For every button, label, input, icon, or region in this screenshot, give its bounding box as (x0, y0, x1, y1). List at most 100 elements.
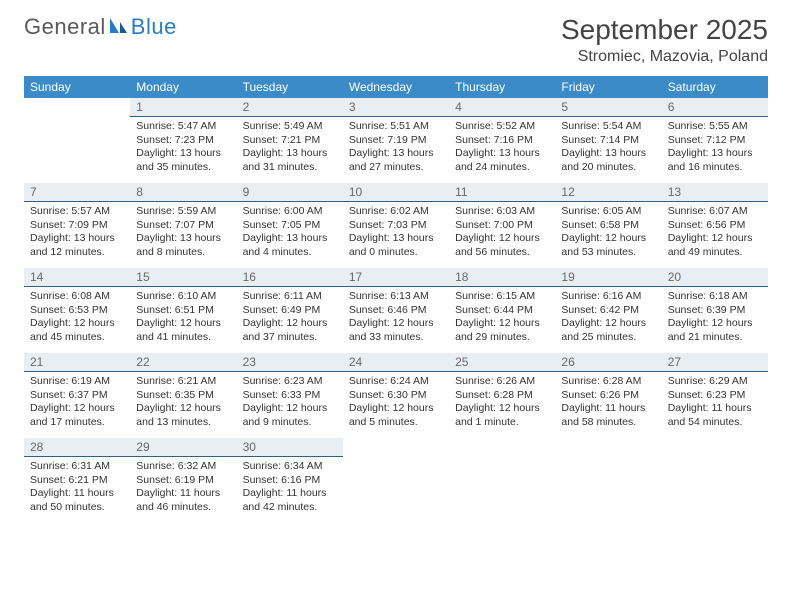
day-wrap: 16Sunrise: 6:11 AMSunset: 6:49 PMDayligh… (237, 268, 343, 353)
daylight-text: Daylight: 13 hours and 12 minutes. (30, 232, 124, 259)
sunrise-text: Sunrise: 5:59 AM (136, 205, 230, 219)
calendar-cell: 18Sunrise: 6:15 AMSunset: 6:44 PMDayligh… (449, 268, 555, 353)
calendar-cell: 30Sunrise: 6:34 AMSunset: 6:16 PMDayligh… (237, 438, 343, 523)
calendar-page: General Blue September 2025 Stromiec, Ma… (0, 0, 792, 533)
sunset-text: Sunset: 7:14 PM (561, 134, 655, 148)
sunset-text: Sunset: 7:07 PM (136, 219, 230, 233)
sunrise-text: Sunrise: 6:15 AM (455, 290, 549, 304)
daylight-text: Daylight: 12 hours and 33 minutes. (349, 317, 443, 344)
sunset-text: Sunset: 6:44 PM (455, 304, 549, 318)
sunrise-text: Sunrise: 5:54 AM (561, 120, 655, 134)
sunset-text: Sunset: 6:16 PM (243, 474, 337, 488)
sunrise-text: Sunrise: 6:24 AM (349, 375, 443, 389)
day-details: Sunrise: 6:28 AMSunset: 6:26 PMDaylight:… (555, 372, 661, 434)
logo-text-2: Blue (131, 14, 177, 40)
daylight-text: Daylight: 12 hours and 21 minutes. (668, 317, 762, 344)
location: Stromiec, Mazovia, Poland (561, 48, 768, 66)
daylight-text: Daylight: 11 hours and 46 minutes. (136, 487, 230, 514)
day-wrap: 28 Sunrise: 6:31 AMSunset: 6:21 PMDayligh… (24, 438, 130, 523)
day-details: Sunrise: 6:07 AMSunset: 6:56 PMDaylight:… (662, 202, 768, 264)
logo-sail-icon (108, 14, 128, 40)
sunrise-text: Sunrise: 6:02 AM (349, 205, 443, 219)
sunrise-text: Sunrise: 6:31 AM (30, 460, 124, 474)
day-wrap: 5Sunrise: 5:54 AMSunset: 7:14 PMDaylight… (555, 98, 661, 183)
weekday-header: Friday (555, 76, 661, 98)
weekday-header: Tuesday (237, 76, 343, 98)
calendar-table: Sunday Monday Tuesday Wednesday Thursday… (24, 76, 768, 523)
day-details: Sunrise: 5:59 AMSunset: 7:07 PMDaylight:… (130, 202, 236, 264)
calendar-cell (343, 438, 449, 523)
day-details: Sunrise: 6:02 AMSunset: 7:03 PMDaylight:… (343, 202, 449, 264)
calendar-cell: 5Sunrise: 5:54 AMSunset: 7:14 PMDaylight… (555, 98, 661, 183)
day-wrap: 26Sunrise: 6:28 AMSunset: 6:26 PMDayligh… (555, 353, 661, 438)
daylight-text: Daylight: 11 hours and 58 minutes. (561, 402, 655, 429)
daylight-text: Daylight: 12 hours and 45 minutes. (30, 317, 124, 344)
daylight-text: Daylight: 12 hours and 17 minutes. (30, 402, 124, 429)
day-wrap: 29Sunrise: 6:32 AMSunset: 6:19 PMDayligh… (130, 438, 236, 523)
daylight-text: Daylight: 13 hours and 4 minutes. (243, 232, 337, 259)
day-details: Sunrise: 5:52 AMSunset: 7:16 PMDaylight:… (449, 117, 555, 179)
sunset-text: Sunset: 6:53 PM (30, 304, 124, 318)
daylight-text: Daylight: 11 hours and 50 minutes. (30, 487, 124, 514)
sunrise-text: Sunrise: 6:26 AM (455, 375, 549, 389)
day-number: 23 (237, 353, 343, 372)
daylight-text: Daylight: 12 hours and 56 minutes. (455, 232, 549, 259)
day-wrap: 10Sunrise: 6:02 AMSunset: 7:03 PMDayligh… (343, 183, 449, 268)
weekday-header: Saturday (662, 76, 768, 98)
calendar-cell: 16Sunrise: 6:11 AMSunset: 6:49 PMDayligh… (237, 268, 343, 353)
calendar-week-row: 28Sunrise: 6:31 AMSunset: 6:21 PMDayligh… (24, 438, 768, 523)
sunset-text: Sunset: 7:19 PM (349, 134, 443, 148)
sunset-text: Sunset: 6:21 PM (30, 474, 124, 488)
calendar-cell: 2Sunrise: 5:49 AMSunset: 7:21 PMDaylight… (237, 98, 343, 183)
day-details: Sunrise: 6:23 AMSunset: 6:33 PMDaylight:… (237, 372, 343, 434)
calendar-cell: 6Sunrise: 5:55 AMSunset: 7:12 PMDaylight… (662, 98, 768, 183)
sunrise-text: Sunrise: 6:11 AM (243, 290, 337, 304)
day-number: 8 (130, 183, 236, 202)
calendar-week-row: 1Sunrise: 5:47 AMSunset: 7:23 PMDaylight… (24, 98, 768, 183)
sunset-text: Sunset: 6:51 PM (136, 304, 230, 318)
day-details: Sunrise: 6:32 AMSunset: 6:19 PMDaylight:… (130, 457, 236, 519)
calendar-cell (449, 438, 555, 523)
daylight-text: Daylight: 11 hours and 42 minutes. (243, 487, 337, 514)
day-details: Sunrise: 5:47 AMSunset: 7:23 PMDaylight:… (130, 117, 236, 179)
sunrise-text: Sunrise: 6:05 AM (561, 205, 655, 219)
daylight-text: Daylight: 12 hours and 25 minutes. (561, 317, 655, 344)
weekday-header: Monday (130, 76, 236, 98)
daylight-text: Daylight: 12 hours and 9 minutes. (243, 402, 337, 429)
day-number: 22 (130, 353, 236, 372)
daylight-text: Daylight: 12 hours and 41 minutes. (136, 317, 230, 344)
calendar-cell: 29Sunrise: 6:32 AMSunset: 6:19 PMDayligh… (130, 438, 236, 523)
calendar-cell: 23Sunrise: 6:23 AMSunset: 6:33 PMDayligh… (237, 353, 343, 438)
sunrise-text: Sunrise: 6:18 AM (668, 290, 762, 304)
sunrise-text: Sunrise: 6:16 AM (561, 290, 655, 304)
day-number: 13 (662, 183, 768, 202)
calendar-week-row: 21Sunrise: 6:19 AMSunset: 6:37 PMDayligh… (24, 353, 768, 438)
sunset-text: Sunset: 6:46 PM (349, 304, 443, 318)
calendar-cell: 17Sunrise: 6:13 AMSunset: 6:46 PMDayligh… (343, 268, 449, 353)
sunrise-text: Sunrise: 5:55 AM (668, 120, 762, 134)
day-number: 7 (24, 183, 130, 202)
day-wrap: 27Sunrise: 6:29 AMSunset: 6:23 PMDayligh… (662, 353, 768, 438)
sunset-text: Sunset: 7:00 PM (455, 219, 549, 233)
daylight-text: Daylight: 12 hours and 37 minutes. (243, 317, 337, 344)
day-wrap: 20Sunrise: 6:18 AMSunset: 6:39 PMDayligh… (662, 268, 768, 353)
calendar-cell: 26Sunrise: 6:28 AMSunset: 6:26 PMDayligh… (555, 353, 661, 438)
sunset-text: Sunset: 6:49 PM (243, 304, 337, 318)
day-wrap: 7Sunrise: 5:57 AMSunset: 7:09 PMDaylight… (24, 183, 130, 268)
day-number: 18 (449, 268, 555, 287)
day-number: 14 (24, 268, 130, 287)
sunset-text: Sunset: 6:33 PM (243, 389, 337, 403)
day-wrap: 3Sunrise: 5:51 AMSunset: 7:19 PMDaylight… (343, 98, 449, 183)
calendar-cell: 20Sunrise: 6:18 AMSunset: 6:39 PMDayligh… (662, 268, 768, 353)
calendar-cell (662, 438, 768, 523)
day-number: 28 (24, 438, 130, 457)
calendar-body: 1Sunrise: 5:47 AMSunset: 7:23 PMDaylight… (24, 98, 768, 523)
day-number: 20 (662, 268, 768, 287)
daylight-text: Daylight: 13 hours and 24 minutes. (455, 147, 549, 174)
sunset-text: Sunset: 7:12 PM (668, 134, 762, 148)
day-details: Sunrise: 6:19 AMSunset: 6:37 PMDaylight:… (24, 372, 130, 434)
calendar-header-row: Sunday Monday Tuesday Wednesday Thursday… (24, 76, 768, 98)
day-wrap: 23Sunrise: 6:23 AMSunset: 6:33 PMDayligh… (237, 353, 343, 438)
sunset-text: Sunset: 6:30 PM (349, 389, 443, 403)
sunset-text: Sunset: 7:09 PM (30, 219, 124, 233)
